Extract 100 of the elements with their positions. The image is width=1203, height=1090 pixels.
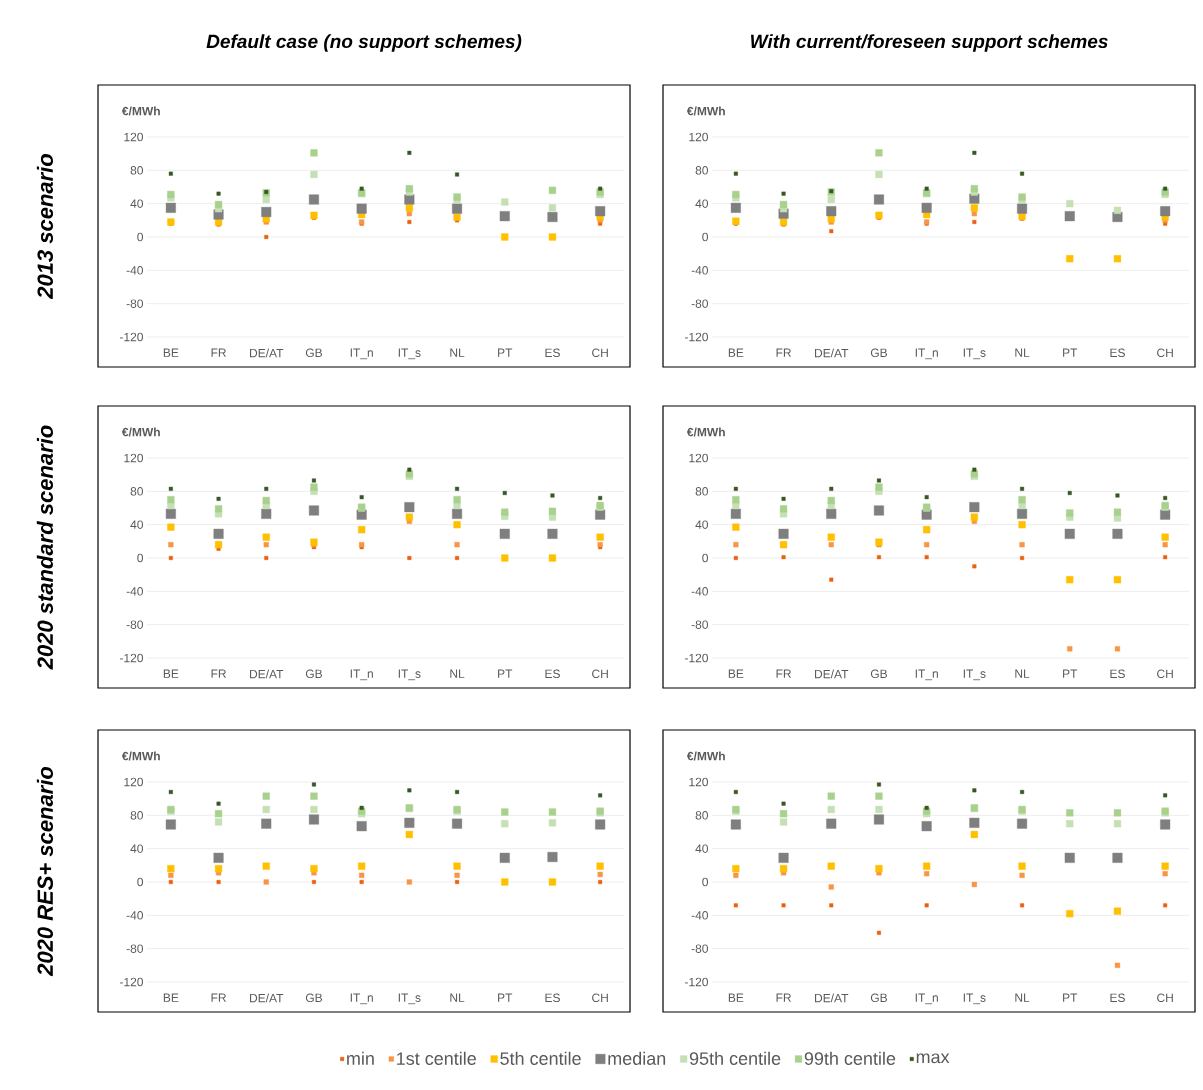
x-tick-label: BE bbox=[728, 993, 744, 1002]
x-tick-label: DE/AT bbox=[250, 348, 284, 358]
y-tick-label: 120 bbox=[689, 132, 708, 142]
x-tick-label: ES bbox=[1110, 993, 1125, 1003]
y-tick-label: 120 bbox=[689, 777, 708, 787]
chart-title: Default case (no support schemes) bbox=[206, 34, 522, 52]
y-tick-label: 40 bbox=[130, 199, 144, 208]
x-tick-label: DE/AT bbox=[250, 669, 284, 679]
y-tick-label: 80 bbox=[695, 811, 709, 820]
y-tick-label: 80 bbox=[130, 166, 144, 175]
x-tick-label: ES bbox=[545, 669, 560, 679]
x-tick-label: ES bbox=[545, 993, 560, 1003]
y-tick-label: 80 bbox=[130, 811, 144, 820]
x-tick-label: CH bbox=[592, 993, 608, 1003]
y-axis-title: €/MWh bbox=[686, 751, 725, 761]
x-tick-label: DE/AT bbox=[250, 993, 284, 1003]
x-tick-label: NL bbox=[450, 993, 465, 1002]
x-tick-label: IT_n bbox=[915, 348, 938, 360]
x-tick-label: BE bbox=[728, 669, 744, 678]
x-tick-label: GB bbox=[305, 348, 322, 358]
x-tick-label: BE bbox=[163, 993, 179, 1002]
text: 2013 scenario bbox=[36, 153, 54, 300]
x-tick-label: BE bbox=[163, 669, 179, 678]
x-tick-label: IT_s bbox=[963, 669, 986, 681]
y-tick-label: -120 bbox=[684, 332, 708, 342]
x-tick-label: PT bbox=[498, 348, 513, 357]
y-tick-label: -120 bbox=[684, 653, 708, 663]
y-axis-title: €/MWh bbox=[121, 427, 160, 437]
y-tick-label: 0 bbox=[137, 877, 144, 887]
y-tick-label: -80 bbox=[691, 944, 709, 953]
x-tick-label: PT bbox=[498, 993, 513, 1002]
x-tick-label: PT bbox=[1063, 993, 1078, 1002]
x-tick-label: CH bbox=[1157, 993, 1173, 1003]
y-tick-label: 40 bbox=[695, 199, 709, 208]
x-tick-label: PT bbox=[498, 669, 513, 678]
x-tick-label: NL bbox=[450, 348, 465, 357]
y-tick-label: 80 bbox=[130, 487, 144, 496]
x-tick-label: ES bbox=[1110, 348, 1125, 358]
x-tick-label: NL bbox=[450, 669, 465, 678]
x-tick-label: PT bbox=[1063, 669, 1078, 678]
x-tick-label: IT_s bbox=[398, 669, 421, 681]
chart-title: With current/foreseen support schemes bbox=[751, 34, 1108, 52]
y-tick-label: 120 bbox=[124, 132, 144, 142]
legend-label: 95th centile bbox=[689, 1051, 781, 1065]
legend-label: 99th centile bbox=[804, 1051, 896, 1065]
x-tick-label: IT_s bbox=[963, 348, 986, 360]
legend-label: median bbox=[608, 1051, 666, 1065]
x-tick-label: GB bbox=[305, 993, 322, 1003]
legend-label: 1st centile bbox=[397, 1051, 476, 1065]
y-tick-label: 120 bbox=[124, 453, 144, 463]
x-tick-label: IT_s bbox=[963, 993, 986, 1005]
x-tick-label: IT_s bbox=[398, 348, 421, 360]
x-tick-label: FR bbox=[776, 993, 791, 1002]
x-tick-label: NL bbox=[1015, 993, 1030, 1002]
y-tick-label: 120 bbox=[124, 777, 144, 787]
y-axis-title: €/MWh bbox=[686, 427, 725, 437]
x-tick-label: GB bbox=[305, 669, 322, 679]
y-axis-title: €/MWh bbox=[121, 106, 160, 116]
x-tick-label: NL bbox=[1015, 348, 1030, 357]
text: 2020 standard scenario bbox=[36, 425, 53, 670]
y-tick-label: -80 bbox=[691, 299, 709, 308]
x-tick-label: DE/AT bbox=[815, 993, 849, 1003]
x-tick-label: IT_n bbox=[350, 669, 373, 681]
y-tick-label: 0 bbox=[702, 553, 709, 563]
x-tick-label: IT_s bbox=[398, 993, 421, 1005]
y-tick-label: -120 bbox=[119, 977, 144, 987]
y-tick-label: 0 bbox=[702, 877, 709, 887]
x-tick-label: BE bbox=[728, 348, 744, 357]
x-tick-label: FR bbox=[776, 348, 791, 357]
legend-label: max bbox=[916, 1053, 950, 1064]
y-axis-title: €/MWh bbox=[686, 106, 725, 116]
y-tick-label: -40 bbox=[126, 266, 144, 275]
x-tick-label: FR bbox=[211, 993, 226, 1002]
y-tick-label: -120 bbox=[119, 653, 144, 663]
text: 2020 RES+ scenario bbox=[36, 766, 54, 977]
y-tick-label: 80 bbox=[695, 487, 709, 496]
x-tick-label: FR bbox=[211, 669, 226, 678]
y-tick-label: 120 bbox=[689, 453, 708, 463]
y-tick-label: -80 bbox=[126, 620, 144, 629]
x-tick-label: CH bbox=[1157, 669, 1173, 679]
y-tick-label: -80 bbox=[691, 620, 709, 629]
x-tick-label: GB bbox=[870, 993, 887, 1003]
y-tick-label: -80 bbox=[126, 299, 144, 308]
x-tick-label: CH bbox=[592, 669, 608, 679]
y-tick-label: 40 bbox=[695, 520, 709, 529]
y-tick-label: 0 bbox=[702, 232, 709, 242]
y-tick-label: -40 bbox=[691, 911, 709, 920]
y-tick-label: 40 bbox=[130, 520, 144, 529]
y-tick-label: -40 bbox=[126, 587, 144, 596]
x-tick-label: GB bbox=[870, 669, 887, 679]
x-tick-label: DE/AT bbox=[815, 348, 849, 358]
y-tick-label: 0 bbox=[137, 232, 144, 242]
x-tick-label: PT bbox=[1063, 348, 1078, 357]
x-tick-label: IT_n bbox=[915, 993, 938, 1005]
x-tick-label: IT_n bbox=[350, 993, 373, 1005]
y-tick-label: 40 bbox=[695, 844, 709, 853]
y-tick-label: -40 bbox=[691, 266, 709, 275]
x-tick-label: BE bbox=[163, 348, 179, 357]
y-tick-label: -40 bbox=[126, 911, 144, 920]
x-tick-label: FR bbox=[211, 348, 226, 357]
